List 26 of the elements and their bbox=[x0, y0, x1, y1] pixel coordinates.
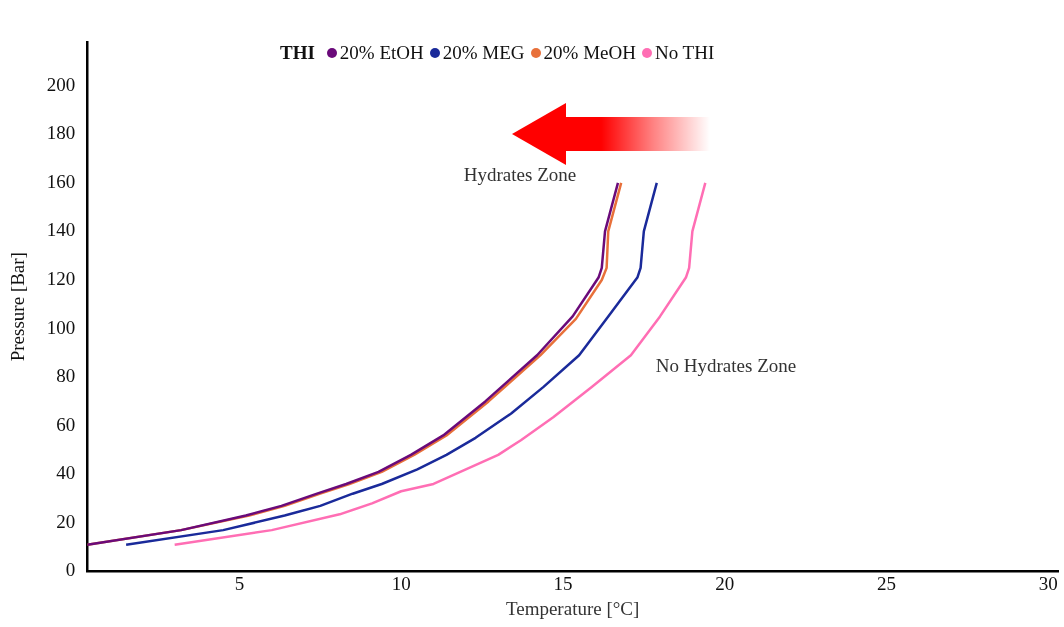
y-tick-label: 60 bbox=[56, 413, 76, 435]
y-tick-label: 100 bbox=[46, 316, 76, 338]
y-tick-label: 180 bbox=[46, 122, 76, 144]
x-axis-title: Temperature [°C] bbox=[505, 597, 640, 619]
x-tick-label: 20 bbox=[715, 572, 735, 594]
legend-label: 20% MEG bbox=[442, 42, 525, 63]
legend-title: THI bbox=[280, 42, 315, 63]
y-tick-label: 120 bbox=[46, 267, 76, 289]
legend-label: No THI bbox=[654, 42, 715, 63]
x-tick-label: 10 bbox=[391, 572, 411, 594]
annotation: Hydrates Zone bbox=[463, 163, 577, 185]
legend-label: 20% EtOH bbox=[339, 42, 424, 63]
y-tick-label: 140 bbox=[46, 219, 76, 241]
y-tick-label: 20 bbox=[56, 510, 76, 532]
x-tick-label: 30 bbox=[1038, 572, 1058, 594]
y-tick-label: 40 bbox=[56, 462, 76, 484]
y-tick-label: 160 bbox=[46, 170, 76, 192]
x-tick-label: 15 bbox=[553, 572, 573, 594]
x-tick-label: 25 bbox=[877, 572, 897, 594]
y-tick-label: 0 bbox=[65, 559, 76, 581]
y-tick-label: 80 bbox=[56, 365, 76, 387]
legend-label: 20% MeOH bbox=[543, 42, 636, 63]
y-axis-title: Pressure [Bar] bbox=[7, 252, 29, 362]
x-tick-label: 5 bbox=[234, 572, 245, 594]
y-tick-label: 200 bbox=[46, 73, 76, 95]
annotation: No Hydrates Zone bbox=[655, 354, 797, 376]
